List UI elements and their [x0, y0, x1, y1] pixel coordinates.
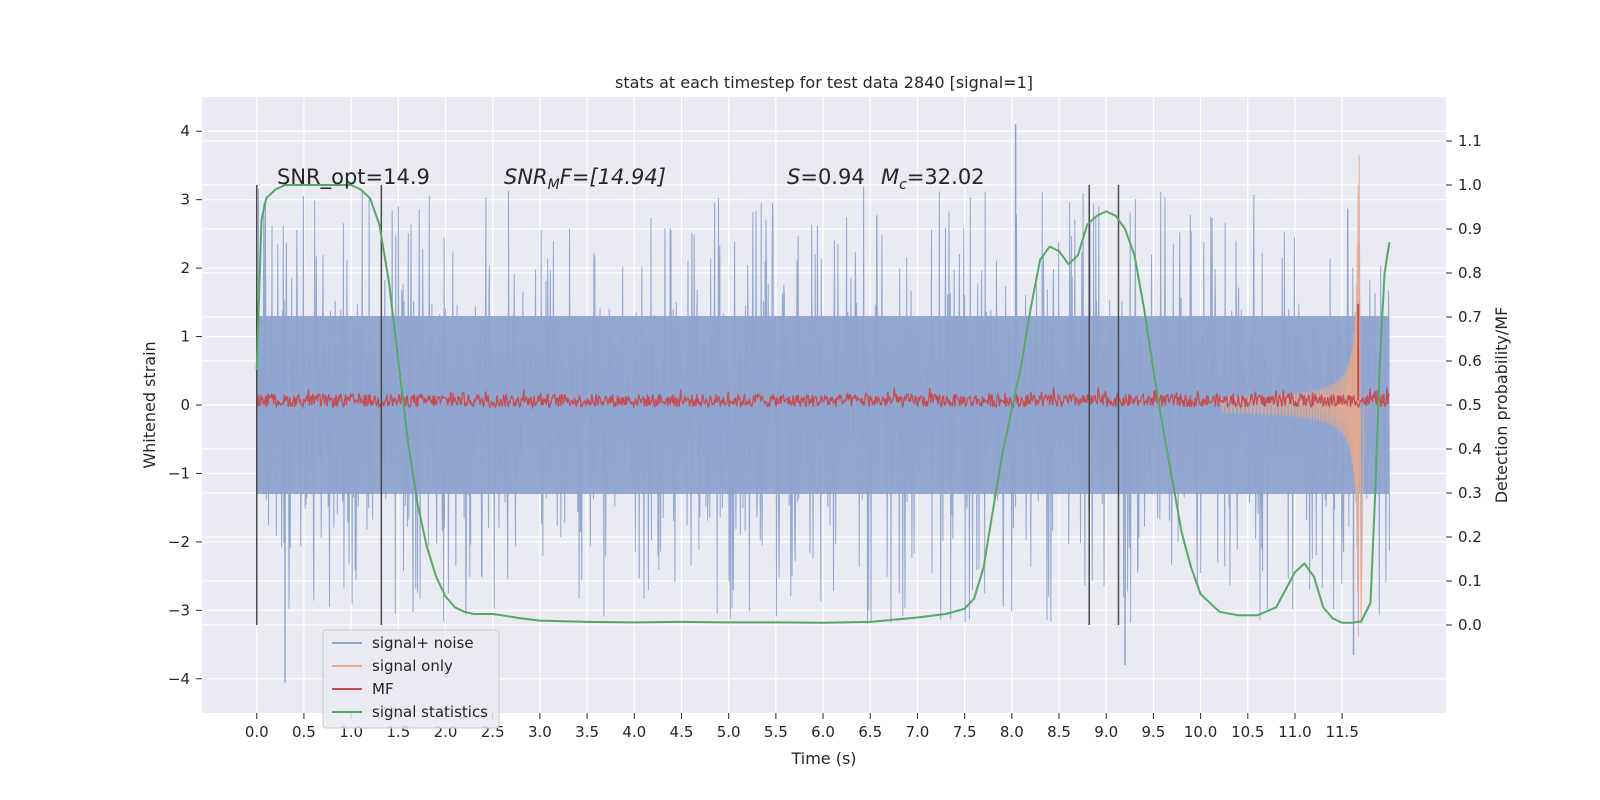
y-left-tick-label: 3: [180, 191, 190, 209]
y-left-tick-label: 1: [180, 328, 190, 346]
y-left-tick-label: −2: [168, 533, 190, 551]
y-right-tick-label: 1.1: [1458, 132, 1482, 150]
y-right-axis-ticks: 0.0 0.1 0.2 0.3 0.4 0.5 0.6 0.7 0.8 0.9 1.0 1.1: [1446, 132, 1482, 634]
mc-sub: c: [899, 177, 907, 193]
x-tick-label: 10.5: [1231, 723, 1264, 741]
signal-only-series: [1219, 155, 1365, 637]
x-tick-label: 3.5: [575, 723, 599, 741]
annotation-mc: Mc=32.02: [881, 165, 985, 193]
y-right-tick-label: 0.8: [1458, 264, 1482, 282]
x-tick-label: 0.5: [292, 723, 316, 741]
y-right-axis-label: Detection probability/MF: [1492, 307, 1511, 504]
signal-plus-noise-core: [256, 316, 1390, 494]
signal-statistics-series: [255, 184, 1391, 624]
y-right-tick-label: 0.1: [1458, 572, 1482, 590]
x-tick-label: 0.0: [245, 723, 269, 741]
y-right-tick-label: 1.0: [1458, 176, 1482, 194]
s-label: S: [787, 165, 800, 189]
annotation-snr-mf: SNRMF=[14.94]: [504, 165, 666, 193]
y-right-tick-label: 0.2: [1458, 528, 1482, 546]
x-tick-label: 3.0: [528, 723, 552, 741]
y-right-tick-label: 0.9: [1458, 220, 1482, 238]
x-tick-label: 6.5: [858, 723, 882, 741]
legend-label: MF: [372, 680, 394, 698]
legend-item-signal-only: signal only: [332, 657, 453, 675]
x-tick-label: 4.0: [622, 723, 646, 741]
legend-label: signal statistics: [372, 703, 488, 721]
x-tick-label: 8.5: [1047, 723, 1071, 741]
x-tick-label: 9.0: [1094, 723, 1118, 741]
annotation-s: S=0.94: [787, 165, 865, 189]
legend-label: signal+ noise: [372, 634, 474, 652]
y-left-tick-label: −3: [168, 601, 190, 619]
y-left-tick-label: 4: [180, 122, 190, 140]
mf-line: [256, 387, 1390, 410]
vertical-markers: [255, 185, 1120, 625]
mc-label: M: [881, 165, 899, 189]
y-right-tick-label: 0.3: [1458, 484, 1482, 502]
legend: signal+ noise signal only MF signal stat…: [322, 629, 500, 729]
mc-value: =32.02: [907, 165, 985, 189]
signal-only-line: [1219, 155, 1365, 637]
y-right-tick-label: 0.4: [1458, 440, 1482, 458]
x-axis-label: Time (s): [790, 749, 856, 768]
y-left-axis-ticks: −4 −3 −2 −1 0 1 2 3 4: [168, 122, 202, 688]
x-tick-label: 9.5: [1141, 723, 1165, 741]
x-tick-label: 4.5: [670, 723, 694, 741]
legend-frame: [322, 629, 500, 729]
annotation-snr-opt: SNR_opt=14.9: [277, 165, 430, 190]
y-right-tick-label: 0.5: [1458, 396, 1482, 414]
x-tick-label: 5.5: [764, 723, 788, 741]
y-left-tick-label: −4: [168, 670, 190, 688]
legend-item-signal-plus-noise: signal+ noise: [332, 634, 474, 652]
signal-statistics-line: [255, 184, 1391, 624]
x-tick-label: 8.0: [1000, 723, 1024, 741]
snr-mf-sub: M: [548, 177, 560, 193]
x-tick-label: 11.0: [1278, 723, 1311, 741]
y-left-tick-label: 0: [180, 396, 190, 414]
legend-item-signal-statistics: signal statistics: [332, 703, 488, 721]
y-left-axis-label: Whitened strain: [140, 341, 159, 468]
legend-label: signal only: [372, 657, 453, 675]
snr-mf-rest-f: F=[14.94]: [560, 165, 666, 189]
x-tick-label: 7.0: [906, 723, 930, 741]
x-tick-label: 10.0: [1184, 723, 1217, 741]
chart-title: stats at each timestep for test data 284…: [615, 73, 1033, 92]
y-right-tick-label: 0.6: [1458, 352, 1482, 370]
snr-mf-base: SNR: [504, 165, 548, 189]
legend-item-mf: MF: [332, 680, 394, 698]
y-left-tick-label: 2: [180, 259, 190, 277]
x-tick-label: 6.0: [811, 723, 835, 741]
x-tick-label: 11.5: [1325, 723, 1358, 741]
x-tick-label: 7.5: [953, 723, 977, 741]
y-right-tick-label: 0.7: [1458, 308, 1482, 326]
x-tick-label: 5.0: [717, 723, 741, 741]
y-left-tick-label: −1: [168, 464, 190, 482]
y-right-tick-label: 0.0: [1458, 616, 1482, 634]
mf-series: [256, 303, 1390, 410]
s-value: =0.94: [800, 165, 864, 189]
